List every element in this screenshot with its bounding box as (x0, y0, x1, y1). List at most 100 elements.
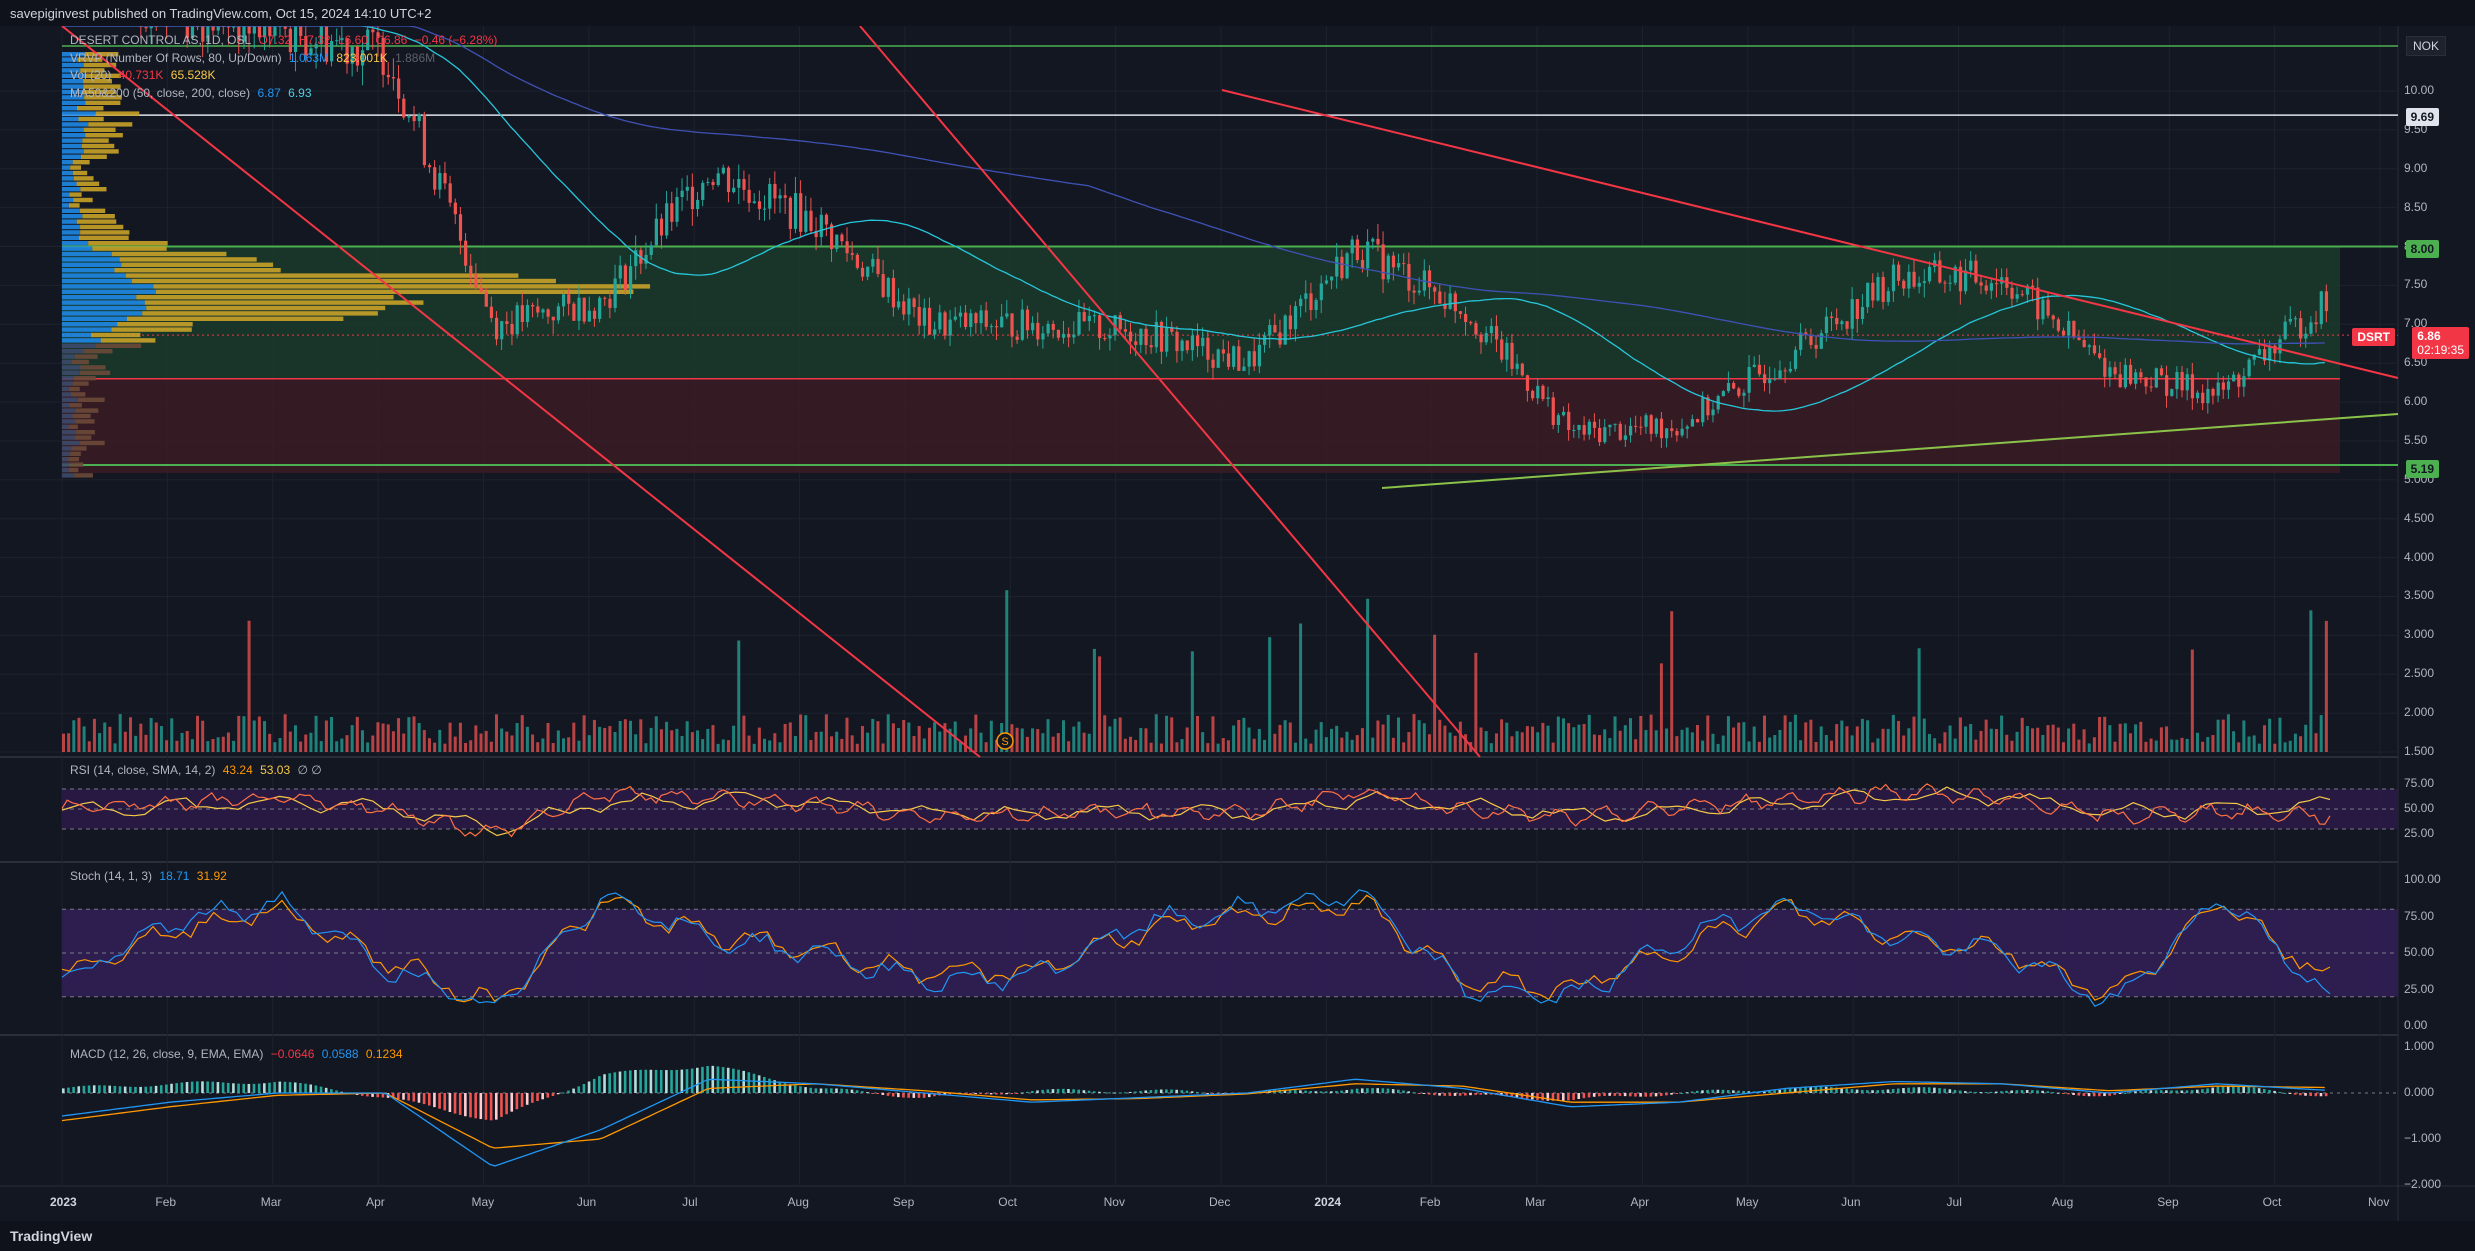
volume-bar (1319, 722, 1323, 752)
vrvp-up-bar (62, 268, 115, 273)
volume-bar (1206, 743, 1210, 752)
candle-body (1288, 315, 1292, 330)
volume-bar (1556, 716, 1560, 752)
macd-hist-bar (675, 1069, 678, 1093)
candle-body (1659, 418, 1664, 439)
candle-body (2159, 368, 2164, 376)
candle-body (366, 29, 370, 51)
vol-ma-value: 65.528K (170, 68, 216, 82)
macd-hist-bar (1453, 1093, 1457, 1096)
symbol-legend[interactable]: DESERT CONTROL AS, 1D, OSL O7.32 H7.32 L… (70, 33, 501, 47)
volume-legend[interactable]: Vol (20) 40.731K 65.528K (70, 68, 219, 82)
vrvp-up-bar (62, 284, 154, 289)
vrvp-up-bar (62, 311, 143, 316)
candle-body (1293, 306, 1298, 330)
ma-legend[interactable]: MA50&200 (50, close, 200, close) 6.87 6.… (70, 86, 316, 100)
vrvp-down-bar (83, 349, 113, 354)
candle-body (1061, 333, 1066, 338)
macd-legend[interactable]: MACD (12, 26, close, 9, EMA, EMA) −0.064… (70, 1047, 407, 1061)
volume-bar (1577, 724, 1581, 752)
volume-bar (170, 718, 174, 752)
candle-body (330, 41, 334, 62)
vrvp-up-bar (62, 111, 96, 116)
volume-bar (2257, 743, 2261, 752)
volume-bar (1113, 718, 1117, 752)
macd-hist-bar (2025, 1090, 2029, 1093)
volume-bar (2211, 735, 2215, 752)
candle-body (1067, 333, 1071, 338)
last-price-label: 6.86 02:19:35 (2412, 327, 2469, 359)
macd-hist-bar (701, 1066, 704, 1093)
volume-bar (1912, 716, 1916, 752)
volume-bar (2201, 741, 2205, 752)
vrvp-down-bar (146, 305, 386, 311)
candle-body (2195, 392, 2200, 399)
macd-hist-bar (1381, 1088, 1385, 1093)
volume-bar (1984, 719, 1988, 752)
vrvp-down-bar (117, 322, 193, 327)
candle-body (866, 266, 870, 277)
currency-label[interactable]: NOK (2406, 36, 2447, 56)
vrvp-down-bar (83, 79, 112, 84)
rsi-legend[interactable]: RSI (14, close, SMA, 14, 2) 43.24 53.03 … (70, 763, 326, 777)
volume-bar (1881, 728, 1885, 752)
volume-bar (763, 738, 767, 752)
rsi-tick-label: 25.00 (2404, 826, 2435, 840)
candle-body (2123, 364, 2128, 388)
candle-body (1154, 321, 1158, 348)
candle-body (1252, 351, 1256, 367)
volume-bar (2165, 726, 2169, 752)
macd-hist-bar (232, 1083, 235, 1093)
candle-body (809, 210, 813, 231)
macd-hist-bar (551, 1093, 555, 1096)
volume-bar (1773, 735, 1777, 752)
volume-bar (1196, 716, 1199, 752)
candle-body (1283, 315, 1287, 345)
macd-hist-bar (1763, 1091, 1766, 1093)
volume-bar (1051, 736, 1055, 752)
volume-bar (196, 715, 200, 752)
candle-body (788, 197, 792, 229)
candle-body (1912, 271, 1916, 287)
macd-hist-bar (1087, 1090, 1091, 1093)
volume-bar (1922, 718, 1926, 752)
rsi-value: 43.24 (222, 763, 253, 777)
volume-bar (1031, 728, 1035, 752)
vrvp-down-bar (72, 381, 89, 386)
macd-hist-bar (520, 1093, 524, 1107)
macd-hist-bar (1897, 1088, 1900, 1093)
volume-bar (556, 730, 560, 752)
price-axis[interactable]: NOK 10.009.509.008.508.007.507.006.506.0… (2352, 26, 2475, 1221)
candle-body (964, 312, 968, 327)
candle-body (2020, 294, 2024, 296)
volume-bar (2010, 740, 2014, 752)
volume-bar (2072, 723, 2076, 752)
candle-body (1190, 335, 1195, 351)
vrvp-down-bar (84, 52, 119, 57)
macd-hist-bar (1216, 1093, 1220, 1095)
candle-body (1989, 283, 1993, 291)
macd-hist-bar (438, 1093, 441, 1109)
macd-hist-bar (1015, 1093, 1019, 1094)
volume-bar (2144, 741, 2148, 752)
candle-body (505, 321, 509, 324)
macd-hist-bar (1623, 1093, 1627, 1097)
volume-bar (608, 726, 612, 752)
macd-hist-bar (2252, 1087, 2256, 1093)
volume-bar (82, 726, 86, 752)
candle-body (1515, 363, 1519, 369)
macd-hist-bar (288, 1082, 292, 1093)
vrvp-legend[interactable]: VRVP (Number Of Rows, 80, Up/Down) 1.063… (70, 51, 439, 65)
stoch-legend[interactable]: Stoch (14, 1, 3) 18.71 31.92 (70, 869, 231, 883)
time-tick-label: Jul (682, 1195, 698, 1209)
macd-hist-bar (2005, 1090, 2008, 1093)
macd-hist-bar (479, 1093, 483, 1120)
rsi-sma-line (61, 786, 2331, 837)
chart-canvas[interactable]: S (0, 26, 2475, 1221)
macd-hist-bar (1654, 1093, 1658, 1097)
candle-body (1010, 313, 1014, 337)
candle-body (1592, 421, 1597, 428)
volume-bar (165, 740, 169, 752)
volume-bar (659, 729, 663, 752)
volume-bar (1144, 728, 1148, 752)
